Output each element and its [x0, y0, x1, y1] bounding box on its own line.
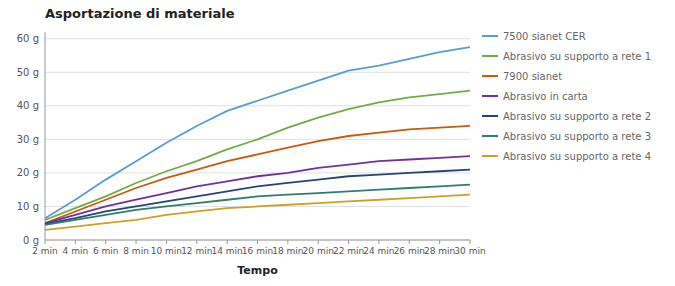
grid-line — [45, 105, 470, 106]
x-tick — [166, 240, 167, 244]
x-tick-label: 6 min — [93, 246, 119, 256]
title: Asportazione di materiale — [45, 6, 235, 21]
legend-label: Abrasivo su supporto a rete 1 — [503, 51, 651, 62]
x-tick — [439, 240, 440, 244]
y-axis-line — [45, 32, 46, 240]
legend-label: Abrasivo su supporto a rete 2 — [503, 111, 651, 122]
chart: Asportazione di materiale 0 g 10 g 20 g 30 g… — [0, 0, 675, 286]
x-tick — [470, 240, 471, 244]
x-tick-label: 30 min — [454, 246, 485, 256]
plot-area — [45, 47, 470, 230]
x-axis: 2 min 4 min 6 min 8 min10 min12 min14 min16… — [32, 240, 485, 256]
x-tick — [196, 240, 197, 244]
legend-label: 7900 sianet — [503, 71, 562, 82]
x-tick — [409, 240, 410, 244]
x-tick-label: 18 min — [272, 246, 303, 256]
series-line — [45, 170, 470, 224]
x-tick — [45, 240, 46, 244]
series-line — [45, 47, 470, 218]
y-tick-label: 20 g — [17, 167, 39, 178]
x-tick — [287, 240, 288, 244]
series-line — [45, 126, 470, 223]
legend-label: Abrasivo su supporto a rete 4 — [503, 151, 651, 162]
y-tick-label: 40 g — [17, 100, 39, 111]
legend: 7500 sianet CER Abrasivo su supporto a re… — [482, 31, 651, 162]
x-tick-label: 24 min — [363, 246, 394, 256]
y-tick-label: 30 g — [17, 134, 39, 145]
series-line — [45, 156, 470, 223]
x-tick — [105, 240, 106, 244]
legend-swatch — [482, 35, 498, 37]
x-tick-label: 2 min — [32, 246, 58, 256]
x-tick — [136, 240, 137, 244]
x-tick — [257, 240, 258, 244]
legend-label: 7500 sianet CER — [503, 31, 586, 42]
y-tick-label: 60 g — [17, 33, 39, 44]
legend-swatch — [482, 95, 498, 97]
x-tick-label: 16 min — [242, 246, 273, 256]
x-tick-label: 20 min — [303, 246, 334, 256]
x-tick-label: 14 min — [211, 246, 242, 256]
x-tick-label: 10 min — [151, 246, 182, 256]
x-tick-label: 22 min — [333, 246, 364, 256]
x-tick — [227, 240, 228, 244]
grid-line — [45, 38, 470, 39]
y-tick-label: 50 g — [17, 67, 39, 78]
x-tick-label: 12 min — [181, 246, 212, 256]
x-tick-label: 26 min — [394, 246, 425, 256]
x-tick — [378, 240, 379, 244]
legend-swatch — [482, 75, 498, 77]
y-tick-label: 10 g — [17, 201, 39, 212]
legend-label: Abrasivo su supporto a rete 3 — [503, 131, 651, 142]
y-axis: 0 g 10 g 20 g 30 g 40 g 50 g 60 g — [17, 32, 470, 246]
y-tick-label: 0 g — [23, 235, 39, 246]
series-line — [45, 195, 470, 230]
x-tick-label: 8 min — [123, 246, 149, 256]
x-axis-label: Tempo — [237, 264, 278, 277]
series-line — [45, 185, 470, 225]
x-tick — [318, 240, 319, 244]
legend-swatch — [482, 115, 498, 117]
legend-label: Abrasivo in carta — [503, 91, 588, 102]
x-tick — [348, 240, 349, 244]
x-tick-label: 28 min — [424, 246, 455, 256]
x-tick-label: 4 min — [63, 246, 89, 256]
x-tick — [75, 240, 76, 244]
legend-swatch — [482, 55, 498, 57]
legend-swatch — [482, 135, 498, 137]
grid-line — [45, 72, 470, 73]
legend-swatch — [482, 155, 498, 157]
